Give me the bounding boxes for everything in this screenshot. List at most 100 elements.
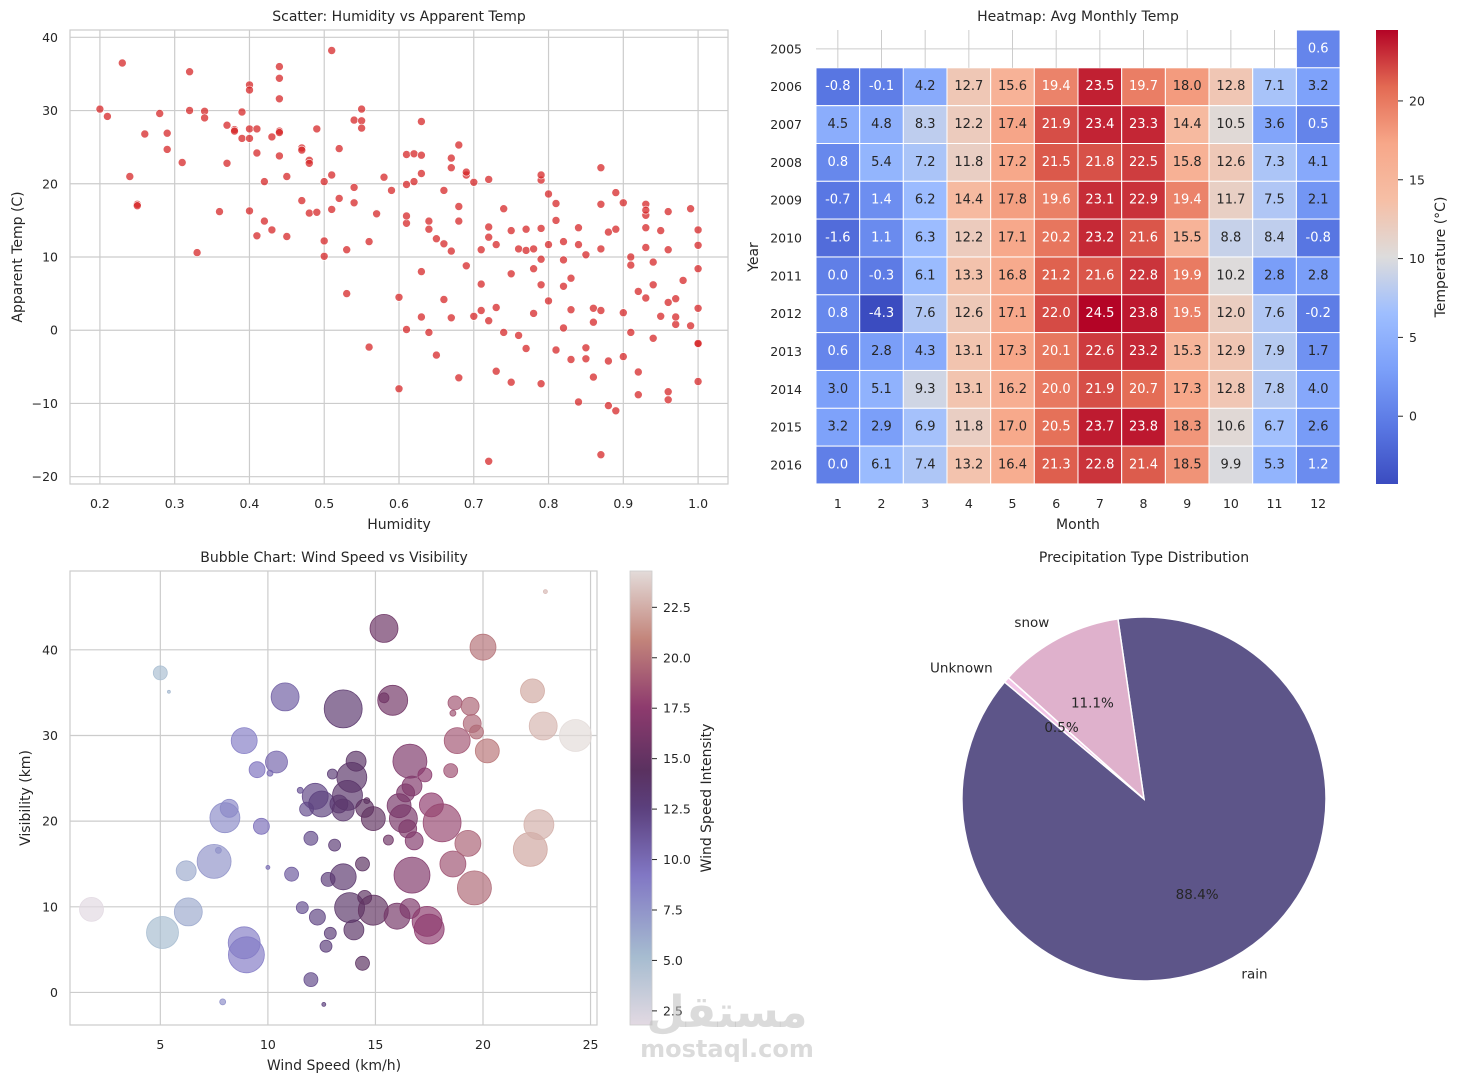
scatter-xtick: 0.5 bbox=[314, 496, 334, 511]
heatmap-cell-label: 12.8 bbox=[1216, 382, 1245, 397]
bubble-point bbox=[152, 665, 168, 681]
scatter-point bbox=[693, 225, 703, 235]
bubble-point bbox=[328, 838, 342, 852]
scatter-point bbox=[133, 201, 142, 210]
heatmap-xtick: 10 bbox=[1223, 496, 1239, 511]
scatter-point bbox=[514, 244, 523, 254]
heatmap-cell-label: 15.5 bbox=[1173, 231, 1202, 246]
heatmap-ytick: 2014 bbox=[770, 382, 802, 397]
heatmap-ytick: 2012 bbox=[770, 306, 802, 321]
bubble-point bbox=[355, 856, 370, 872]
heatmap-cell bbox=[902, 105, 948, 145]
heatmap-cell-label: 23.8 bbox=[1129, 420, 1158, 435]
heatmap-cell bbox=[990, 332, 1035, 371]
scatter-point bbox=[215, 207, 224, 216]
heatmap-cell-label: 18.5 bbox=[1173, 458, 1202, 473]
scatter-point bbox=[663, 245, 673, 254]
scatter-point bbox=[230, 126, 239, 136]
heatmap-cell-label: 19.4 bbox=[1173, 193, 1202, 208]
scatter-point bbox=[409, 177, 419, 186]
bubble-point bbox=[460, 696, 480, 716]
scatter-point bbox=[357, 123, 366, 133]
bubble-point bbox=[329, 863, 357, 891]
bubble-point bbox=[520, 678, 545, 704]
scatter-point bbox=[529, 244, 538, 254]
scatter-point bbox=[521, 224, 531, 234]
scatter-point bbox=[252, 124, 262, 134]
bubble-point bbox=[443, 763, 459, 778]
heatmap-cell bbox=[1033, 370, 1079, 409]
bubble-points bbox=[79, 589, 592, 1007]
scatter-point bbox=[499, 328, 509, 337]
scatter-point bbox=[297, 196, 307, 205]
scatter-xtick: 0.3 bbox=[165, 496, 185, 511]
scatter-point bbox=[417, 312, 426, 322]
scatter-point bbox=[177, 158, 187, 167]
scatter-point bbox=[648, 257, 658, 267]
scatter-point bbox=[267, 225, 277, 235]
heatmap-cell-label: 7.2 bbox=[915, 155, 936, 170]
scatter-point bbox=[529, 264, 538, 274]
pie-labels: rain 88.4% snow 11.1% Unknown 0.5% bbox=[930, 615, 1268, 982]
heatmap-cell bbox=[1077, 256, 1123, 296]
heatmap-cell bbox=[1295, 180, 1341, 220]
heatmap-title: Heatmap: Avg Monthly Temp bbox=[977, 9, 1179, 25]
heatmap-cell-label: -0.1 bbox=[869, 79, 894, 94]
bubble-point bbox=[559, 719, 592, 752]
heatmap-cell bbox=[1077, 294, 1123, 334]
heatmap-cell-label: 19.4 bbox=[1042, 79, 1071, 94]
scatter-point bbox=[461, 261, 471, 271]
bubble-colorbar-ticklabel: 22.5 bbox=[663, 600, 691, 615]
bubble-point bbox=[173, 897, 203, 927]
scatter-point bbox=[469, 311, 479, 321]
scatter-point bbox=[379, 172, 389, 182]
scatter-point bbox=[245, 206, 254, 216]
scatter-point bbox=[596, 306, 606, 315]
scatter-point bbox=[566, 305, 576, 315]
heatmap-cell bbox=[946, 218, 992, 258]
heatmap-cell-label: 2.1 bbox=[1308, 193, 1329, 208]
scatter-point bbox=[275, 151, 284, 161]
scatter-point bbox=[476, 306, 486, 315]
heatmap-cell-label: 11.7 bbox=[1216, 193, 1245, 208]
bubble-point bbox=[393, 856, 431, 894]
heatmap-cell-label: 21.2 bbox=[1042, 268, 1071, 283]
scatter-point bbox=[566, 273, 576, 283]
scatter-point bbox=[499, 204, 509, 213]
bubble-point bbox=[265, 750, 288, 774]
scatter-point bbox=[357, 104, 366, 114]
bubble-point bbox=[377, 684, 409, 716]
bubble-ytick: 30 bbox=[42, 728, 58, 743]
scatter-point bbox=[319, 236, 329, 246]
bubble-colorbar-ticklabel: 7.5 bbox=[663, 902, 683, 917]
scatter-point bbox=[656, 226, 666, 235]
bubble-xtick: 20 bbox=[475, 1037, 491, 1052]
scatter-point bbox=[417, 117, 426, 126]
heatmap-cell-label: 7.1 bbox=[1264, 79, 1285, 94]
bubble-colorbar-ticklabel: 12.5 bbox=[663, 802, 691, 817]
scatter-point bbox=[581, 250, 591, 260]
heatmap-cell-label: 12.9 bbox=[1216, 344, 1245, 359]
heatmap-cells: 0.6 -0.8 -0.1 4.2 12.7 15.6 19.4 23.5 19.7 18.0 12… bbox=[815, 29, 1341, 485]
heatmap-cell-label: 22.5 bbox=[1129, 155, 1158, 170]
scatter-point bbox=[402, 150, 411, 159]
heatmap-cell-label: 18.0 bbox=[1173, 79, 1202, 94]
bubble-point bbox=[321, 1002, 327, 1007]
heatmap-colorbar-ticklabel: 0 bbox=[1409, 409, 1417, 424]
scatter-point bbox=[446, 163, 456, 172]
bubble-ytick: 40 bbox=[42, 642, 58, 657]
bubble-xtick: 5 bbox=[156, 1037, 164, 1052]
heatmap-cell bbox=[1295, 370, 1341, 409]
heatmap-cell bbox=[1077, 143, 1123, 182]
scatter-point bbox=[633, 367, 643, 377]
heatmap-colorbar-ticks: 0 5 10 15 20 bbox=[1398, 93, 1425, 424]
scatter-point bbox=[484, 222, 494, 232]
pie-slices bbox=[961, 616, 1327, 982]
scatter-point bbox=[454, 140, 464, 150]
bubble-point bbox=[146, 916, 179, 949]
scatter-point bbox=[364, 237, 374, 246]
scatter-point bbox=[275, 94, 284, 104]
bubble-ylabel: Visibility (km) bbox=[18, 750, 34, 846]
heatmap-cell-label: 23.2 bbox=[1085, 231, 1114, 246]
pie-panel: rain 88.4% snow 11.1% Unknown 0.5% Precipitat… bbox=[930, 550, 1327, 982]
